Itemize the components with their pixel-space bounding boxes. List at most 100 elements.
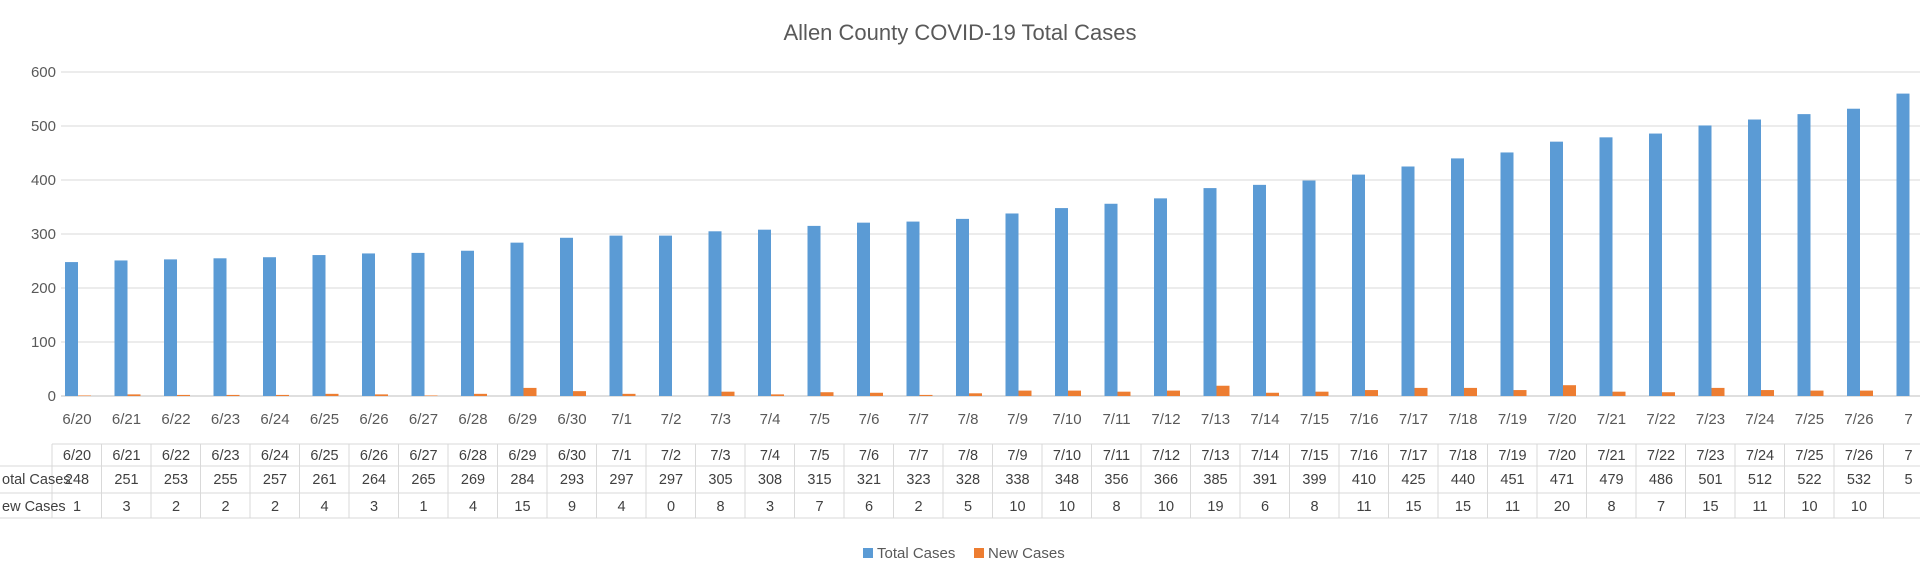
data-table: 6/20 6/21 6/22 6/23 6/24 6/25 6/26 6/27 6/28 6/29… — [0, 444, 1920, 518]
total-cases-cell: 391 — [1253, 472, 1277, 488]
total-cases-bar — [1847, 109, 1860, 396]
x-axis-label: 7/2 — [661, 411, 682, 428]
total-cases-bar — [1006, 213, 1019, 396]
table-header-cell: 7/12 — [1152, 448, 1180, 464]
new-cases-cell: 4 — [320, 499, 328, 515]
new-cases-bar — [1860, 391, 1873, 396]
new-cases-bar — [375, 394, 388, 396]
total-cases-bar — [1105, 204, 1118, 396]
table-header-cell: 7/19 — [1498, 448, 1526, 464]
table-header-cell: 6/30 — [558, 448, 586, 464]
x-axis-label: 7/7 — [908, 411, 929, 428]
y-axis-ticks: 0 100 200 300 400 500 600 — [31, 64, 56, 405]
x-axis-label: 7/6 — [859, 411, 880, 428]
total-cases-cell: 293 — [560, 472, 584, 488]
new-cases-bar — [1563, 385, 1576, 396]
total-cases-cell: 265 — [411, 472, 435, 488]
x-axis-label: 7/15 — [1300, 411, 1329, 428]
total-cases-cell: 328 — [956, 472, 980, 488]
new-cases-cell: 8 — [1112, 499, 1120, 515]
new-cases-cell: 8 — [716, 499, 724, 515]
new-cases-bar — [1514, 390, 1527, 396]
new-cases-bar — [573, 391, 586, 396]
total-cases-cell: 264 — [362, 472, 386, 488]
new-cases-cell: 20 — [1554, 499, 1570, 515]
x-axis-label: 6/20 — [62, 411, 91, 428]
total-cases-bar — [610, 236, 623, 396]
legend[interactable]: Total Cases New Cases — [863, 545, 1065, 562]
new-cases-cell: 1 — [73, 499, 81, 515]
x-axis-label: 7/18 — [1448, 411, 1477, 428]
new-cases-cell: 10 — [1801, 499, 1817, 515]
total-cases-bar — [1352, 175, 1365, 396]
total-cases-cell: 479 — [1599, 472, 1623, 488]
new-cases-bar — [1613, 392, 1626, 396]
x-axis-label: 6/28 — [458, 411, 487, 428]
new-cases-bar — [1415, 388, 1428, 396]
total-cases-cell: 425 — [1401, 472, 1425, 488]
total-cases-bar — [1649, 134, 1662, 396]
table-header-cell: 7/8 — [958, 448, 978, 464]
chart-title: Allen County COVID-19 Total Cases — [784, 20, 1137, 45]
total-cases-cell: 410 — [1352, 472, 1376, 488]
total-cases-cell: 522 — [1797, 472, 1821, 488]
new-cases-bar — [1712, 388, 1725, 396]
table-header-cell: 7/4 — [760, 448, 780, 464]
new-cases-bar — [1019, 391, 1032, 396]
total-cases-cell: 255 — [213, 472, 237, 488]
total-cases-bar — [1253, 185, 1266, 396]
total-cases-cell: 323 — [906, 472, 930, 488]
x-axis-label: 7/5 — [809, 411, 830, 428]
total-cases-cell: 253 — [164, 472, 188, 488]
new-cases-cell: 10 — [1158, 499, 1174, 515]
table-header-cell: 6/27 — [409, 448, 437, 464]
new-cases-cell: 10 — [1009, 499, 1025, 515]
new-cases-bar — [1266, 393, 1279, 396]
new-cases-bar — [227, 395, 240, 396]
legend-swatch — [863, 548, 873, 558]
new-cases-cell: 15 — [1702, 499, 1718, 515]
total-cases-cell: 251 — [114, 472, 138, 488]
total-cases-cell: 269 — [461, 472, 485, 488]
x-axis-label: 6/24 — [260, 411, 289, 428]
x-axis-label: 7/16 — [1349, 411, 1378, 428]
table-header-cell: 6/25 — [310, 448, 338, 464]
x-axis-label: 6/26 — [359, 411, 388, 428]
total-cases-bar — [1055, 208, 1068, 396]
table-header-cell: 7/6 — [859, 448, 879, 464]
new-cases-bar — [1068, 391, 1081, 396]
x-axis-label: 6/21 — [112, 411, 141, 428]
legend-item-total-cases[interactable]: Total Cases — [863, 545, 955, 562]
new-cases-bar — [425, 395, 438, 396]
new-cases-bar — [1811, 391, 1824, 396]
legend-item-new-cases[interactable]: New Cases — [974, 545, 1065, 562]
total-cases-bar — [1303, 181, 1316, 396]
total-cases-bar — [1699, 125, 1712, 396]
y-tick-label: 200 — [31, 280, 56, 297]
x-axis-label: 7/21 — [1597, 411, 1626, 428]
total-cases-bar — [758, 230, 771, 396]
x-axis-label: 7/10 — [1052, 411, 1081, 428]
total-cases-cell: 512 — [1748, 472, 1772, 488]
new-cases-cell: 7 — [1657, 499, 1665, 515]
x-axis-label: 7/3 — [710, 411, 731, 428]
new-cases-bar — [969, 393, 982, 396]
total-cases-cell: 440 — [1451, 472, 1475, 488]
new-cases-bar — [128, 394, 141, 396]
x-axis-label: 7/8 — [958, 411, 979, 428]
table-header-cell: 7/26 — [1845, 448, 1873, 464]
new-cases-bar — [623, 394, 636, 396]
table-header-cell: 7 — [1904, 448, 1912, 464]
new-cases-cell: 3 — [370, 499, 378, 515]
y-tick-label: 0 — [48, 388, 56, 405]
gridlines — [61, 72, 1920, 396]
x-axis-label: 7/1 — [611, 411, 632, 428]
new-cases-cell: 9 — [568, 499, 576, 515]
total-cases-cell: 356 — [1104, 472, 1128, 488]
new-cases-bar — [920, 395, 933, 396]
total-cases-bar — [1451, 158, 1464, 396]
total-cases-cell: 451 — [1500, 472, 1524, 488]
total-cases-bar — [164, 259, 177, 396]
new-cases-bar — [1118, 392, 1131, 396]
x-axis-label: 7/22 — [1646, 411, 1675, 428]
